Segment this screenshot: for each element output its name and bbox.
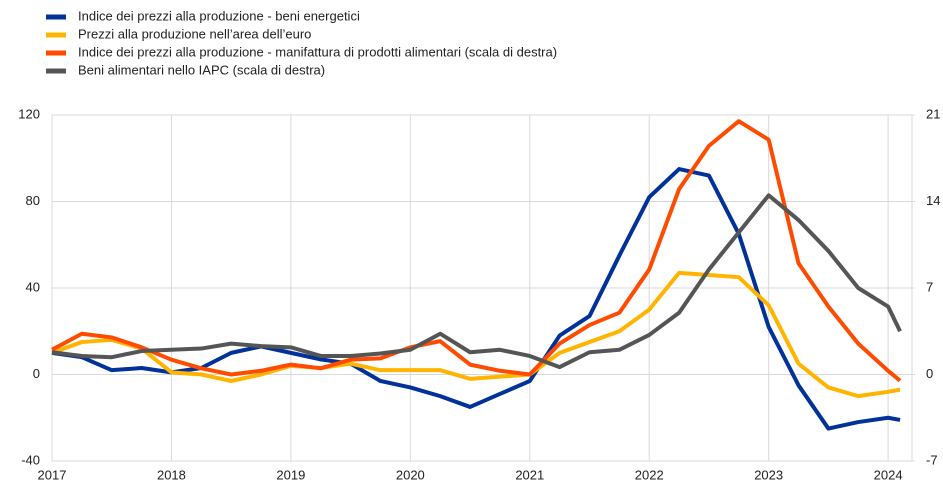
y2-tick-label: 21: [926, 106, 940, 121]
x-tick-label: 2017: [38, 467, 67, 482]
series-line: [51, 270, 901, 399]
x-tick-label: 2022: [635, 467, 664, 482]
y-tick-label: 80: [26, 193, 40, 208]
x-tick-label: 2020: [396, 467, 425, 482]
y-tick-label: -40: [21, 452, 40, 467]
y2-tick-label: 14: [926, 193, 940, 208]
x-tick-label: 2023: [754, 467, 783, 482]
series-line: [51, 193, 902, 370]
y-tick-label: 120: [18, 106, 40, 121]
y-tick-label: 0: [33, 366, 40, 381]
y2-tick-label: -7: [926, 452, 938, 467]
y-tick-label: 40: [26, 279, 40, 294]
x-tick-label: 2021: [515, 467, 544, 482]
legend-label: Indice dei prezzi alla produzione - beni…: [78, 8, 360, 23]
x-tick-label: 2024: [874, 467, 903, 482]
legend-label: Beni alimentari nello IAPC (scala di des…: [78, 62, 325, 77]
y2-tick-label: 0: [926, 366, 933, 381]
legend-label: Prezzi alla produzione nell’area dell’eu…: [78, 26, 311, 41]
series-line: [51, 167, 901, 431]
x-tick-label: 2018: [157, 467, 186, 482]
x-tick-label: 2019: [276, 467, 305, 482]
y2-tick-label: 7: [926, 279, 933, 294]
legend-label: Indice dei prezzi alla produzione - mani…: [78, 44, 557, 59]
series-line: [51, 119, 902, 383]
